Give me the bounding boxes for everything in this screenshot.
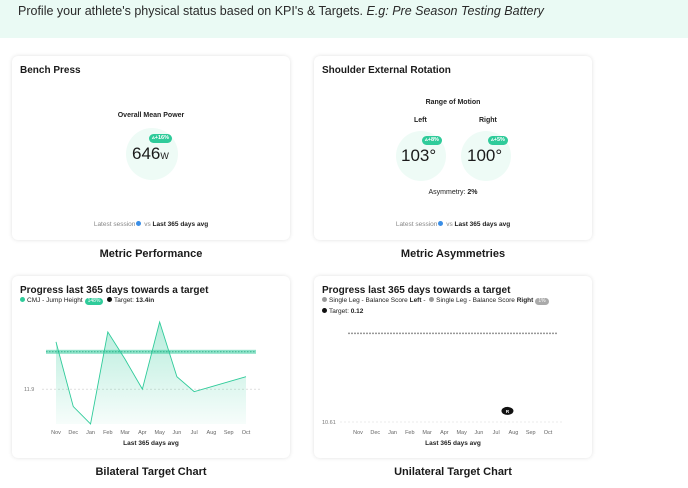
session-footer: Latest session vs Last 365 days avg — [395, 221, 511, 228]
y-tick-label: 10.61 — [322, 420, 336, 426]
right-change-badge: ▵+5% — [488, 136, 508, 145]
info-banner: Profile your athlete's physical status b… — [0, 0, 688, 38]
metric-label: Overall Mean Power — [117, 112, 185, 119]
chart-legend: CMJ - Jump Height 148% Target: 13.4in — [20, 297, 154, 305]
bilateral-chart: 11.9 Nov Dec Jan Feb Mar Apr May Jun Jul Aug Sep Oct… — [24, 320, 260, 447]
metric-asymmetries-caption: Metric Asymmetries — [400, 248, 506, 260]
x-tick-label: Feb — [405, 430, 414, 436]
series-dot — [20, 297, 25, 302]
metric-asymmetries-card[interactable]: Shoulder External Rotation Range of Moti… — [314, 56, 592, 240]
x-tick-label: May — [154, 430, 165, 436]
unilateral-caption: Unilateral Target Chart — [394, 466, 512, 478]
x-tick-label: Jul — [493, 430, 500, 436]
unilateral-chart: 10.61 R Nov Dec Jan Feb Mar Apr May Jun Jul Aug Sep O… — [322, 332, 562, 447]
banner-text: Profile your athlete's physical status b… — [18, 4, 544, 18]
series-area — [56, 321, 246, 424]
chart-legend: Single Leg - Balance Score Left - Single… — [322, 297, 549, 305]
x-tick-label: Aug — [509, 430, 519, 436]
card-title: Shoulder External Rotation — [322, 65, 451, 76]
x-tick-label: Oct — [242, 430, 251, 436]
x-tick-label: May — [456, 430, 467, 436]
session-footer: Latest session vs Last 365 days avg — [93, 221, 209, 228]
banner-example: E.g: Pre Season Testing Battery — [366, 4, 544, 18]
metric-performance-card[interactable]: Bench Press Overall Mean Power ▵+16% 646… — [12, 56, 290, 240]
info-icon[interactable] — [136, 221, 142, 226]
x-tick-label: Jun — [172, 430, 181, 436]
x-tick-label: Nov — [353, 430, 363, 436]
right-value: 100° — [467, 146, 503, 165]
metric-label: Range of Motion — [425, 99, 481, 106]
left-value: 103° — [401, 146, 437, 165]
bilateral-caption: Bilateral Target Chart — [95, 466, 207, 478]
asymmetry-text: Asymmetry: 2% — [428, 189, 478, 196]
target-dot — [322, 308, 327, 313]
data-point-marker — [501, 406, 514, 415]
right-series-dot — [429, 297, 435, 302]
right-label: Right — [479, 117, 497, 124]
x-tick-label: Sep — [526, 430, 536, 436]
unilateral-chart-card[interactable]: Progress last 365 days towards a target … — [314, 276, 592, 458]
metric-performance-caption: Metric Performance — [99, 248, 203, 260]
bilateral-chart-card[interactable]: Progress last 365 days towards a target … — [12, 276, 290, 458]
x-tick-label: Jun — [474, 430, 483, 436]
x-tick-label: Jan — [388, 430, 397, 436]
series-line — [55, 320, 247, 425]
x-tick-label: Dec — [370, 430, 380, 436]
card-title: Progress last 365 days towards a target — [322, 285, 511, 296]
metric-value: 646W — [132, 144, 169, 163]
change-badge: ▵+16% — [149, 134, 172, 143]
target-dot — [107, 297, 113, 302]
legend-badge: 1% — [535, 298, 549, 305]
x-tick-label: Feb — [103, 430, 112, 436]
x-tick-label: Apr — [440, 430, 449, 436]
x-axis-label: Last 365 days avg — [123, 440, 179, 447]
x-tick-label: Mar — [422, 430, 432, 436]
left-change-badge: ▵+8% — [422, 136, 442, 145]
left-label: Left — [414, 117, 427, 124]
x-tick-label: Jul — [191, 430, 198, 436]
target-legend: Target: 0.12 — [322, 308, 363, 315]
legend-badge: 148% — [84, 298, 104, 305]
x-axis-label: Last 365 days avg — [425, 440, 481, 447]
y-tick-label: 11.9 — [24, 387, 34, 393]
x-tick-label: Apr — [138, 430, 147, 436]
left-series-dot — [322, 297, 327, 302]
x-tick-label: Oct — [544, 430, 553, 436]
card-title: Progress last 365 days towards a target — [20, 285, 209, 296]
x-tick-label: Jan — [86, 430, 95, 436]
x-tick-label: Aug — [207, 430, 217, 436]
x-tick-label: Sep — [224, 430, 234, 436]
card-title: Bench Press — [20, 65, 81, 76]
x-tick-label: Dec — [68, 430, 78, 436]
info-icon[interactable] — [438, 221, 444, 226]
x-tick-label: Mar — [120, 430, 130, 436]
data-point-label: R — [506, 409, 510, 414]
x-tick-label: Nov — [51, 430, 61, 436]
